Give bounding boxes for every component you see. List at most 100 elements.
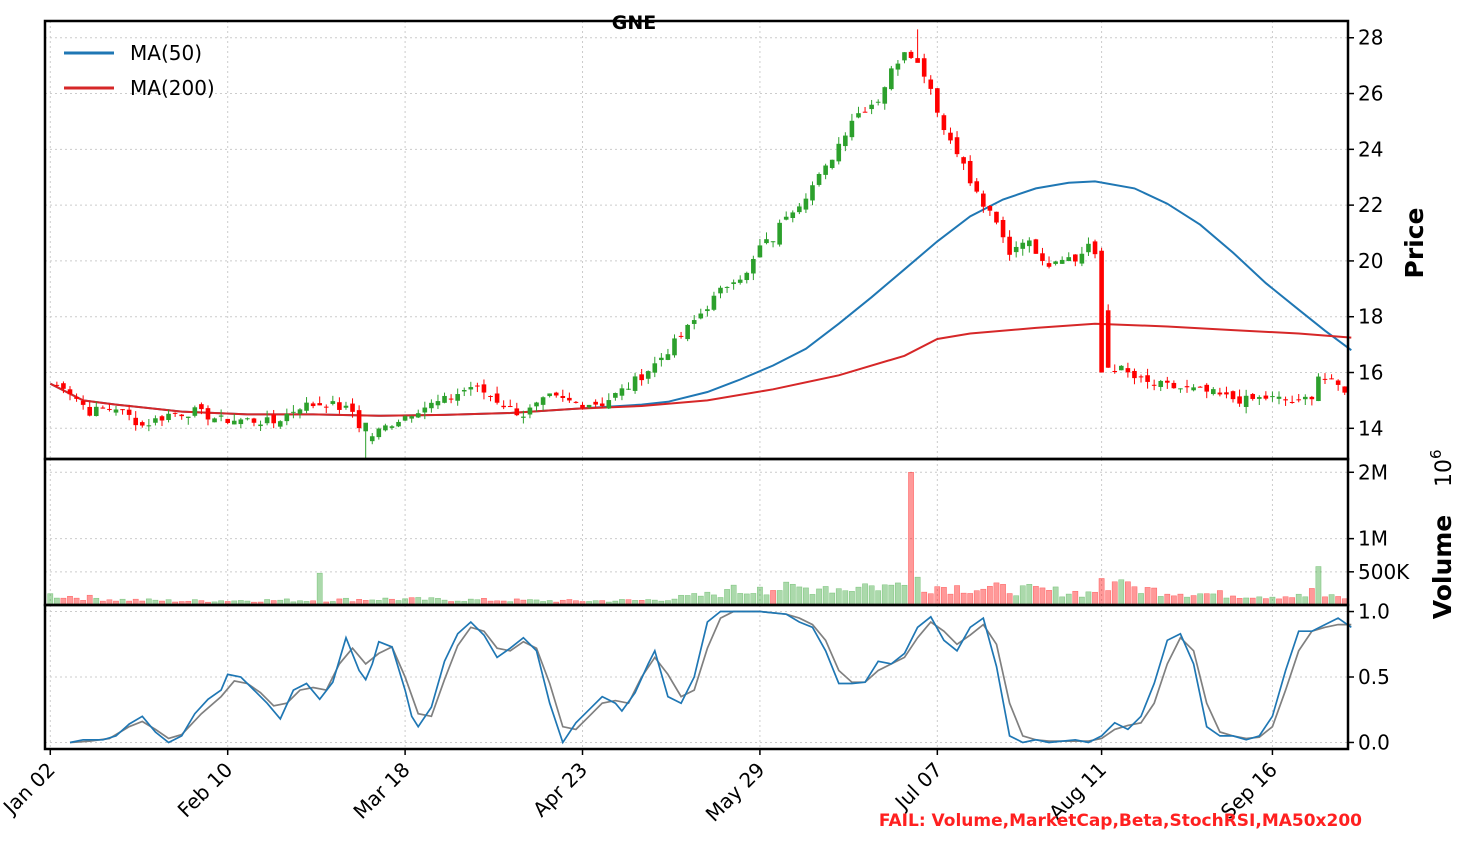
- candle-body: [297, 409, 303, 414]
- volume-bar: [1131, 586, 1138, 606]
- candle-body: [133, 417, 139, 426]
- candle-body: [369, 436, 375, 442]
- footer-note: FAIL: Volume,MarketCap,Beta,StochRSI,MA5…: [879, 811, 1362, 831]
- stoch-d-line: [69, 610, 1352, 744]
- stoch-tick-label: 1.0: [1358, 600, 1390, 624]
- candle-body: [810, 185, 815, 201]
- candle-body: [770, 241, 776, 243]
- candle-body: [1138, 376, 1144, 378]
- candle-body: [1125, 368, 1131, 373]
- volume-bar: [967, 593, 974, 606]
- volume-bar: [1315, 566, 1322, 606]
- volume-bar: [697, 595, 704, 606]
- candle-body: [1309, 396, 1315, 400]
- volume-bar: [914, 576, 921, 606]
- volume-bar: [730, 584, 737, 606]
- volume-bar: [954, 585, 960, 606]
- candle-body: [1263, 395, 1269, 399]
- candle-body: [777, 222, 782, 245]
- volume-bar: [743, 593, 750, 606]
- candle-body: [80, 400, 86, 405]
- candle-body: [501, 405, 506, 408]
- candle-body: [1033, 239, 1039, 254]
- volume-bar: [862, 583, 868, 606]
- x-tick-label: Apr 23: [528, 758, 592, 822]
- candle-body: [856, 113, 861, 118]
- candle-body: [212, 418, 217, 423]
- volume-tick-label: 1M: [1358, 527, 1388, 551]
- candle-body: [1191, 387, 1196, 391]
- candle-body: [389, 426, 395, 428]
- candle-body: [889, 68, 894, 90]
- volume-scale-label: 106: [1427, 449, 1457, 487]
- candle-body: [238, 419, 244, 425]
- candle-body: [967, 160, 973, 184]
- candle-body: [783, 216, 789, 220]
- volume-bars: [47, 472, 1348, 606]
- candle-body: [540, 397, 546, 405]
- price-tick-label: 14: [1358, 416, 1383, 440]
- candle-body: [488, 395, 493, 397]
- volume-tick-label: 500K: [1358, 560, 1410, 584]
- candle-body: [875, 101, 881, 103]
- candle-body: [1020, 242, 1026, 249]
- candle-body: [107, 408, 112, 410]
- volume-bar: [711, 594, 717, 606]
- candle-body: [153, 418, 158, 423]
- candle-body: [797, 206, 802, 213]
- candle-body: [146, 425, 152, 427]
- volume-bar: [1013, 595, 1020, 606]
- volume-bar: [835, 588, 842, 606]
- candle-body: [113, 409, 119, 413]
- candle-body: [514, 408, 520, 416]
- volume-bar: [1170, 595, 1177, 606]
- candle-body: [1171, 382, 1177, 389]
- candle-body: [1224, 392, 1229, 395]
- svg-text:106: 106: [1427, 449, 1457, 487]
- candle-body: [1197, 386, 1203, 388]
- price-tick-label: 26: [1358, 82, 1383, 106]
- candle-body: [718, 287, 723, 294]
- candle-body: [586, 404, 592, 408]
- candle-body: [711, 295, 717, 310]
- candle-body: [448, 398, 454, 400]
- candle-body: [264, 417, 270, 424]
- candle-body: [356, 410, 362, 429]
- candle-body: [100, 407, 106, 409]
- candle-body: [1053, 261, 1058, 264]
- volume-bar: [704, 591, 711, 606]
- volume-bar: [750, 593, 757, 606]
- candle-body: [593, 401, 598, 405]
- candle-body: [1237, 396, 1242, 404]
- candle-body: [1184, 386, 1190, 388]
- candle-body: [429, 402, 434, 409]
- volume-bar: [993, 582, 1000, 606]
- candle-body: [1132, 370, 1137, 379]
- volume-bar: [895, 582, 901, 606]
- candle-body: [185, 416, 191, 418]
- volume-bar: [1308, 588, 1315, 606]
- candle-body: [1302, 396, 1308, 400]
- candle-body: [475, 385, 480, 387]
- volume-bar: [1216, 590, 1223, 606]
- candle-body: [691, 320, 697, 324]
- candle-body: [790, 212, 796, 219]
- volume-bar: [1098, 578, 1105, 606]
- candle-body: [383, 425, 388, 431]
- candle-body: [678, 335, 684, 337]
- candle-body: [981, 193, 986, 207]
- volume-bar: [1052, 586, 1059, 606]
- volume-bar: [973, 590, 980, 606]
- volume-bar: [1046, 590, 1052, 606]
- candle-body: [415, 413, 421, 418]
- x-tick-label: Jul 07: [889, 758, 947, 816]
- candle-body: [1000, 219, 1006, 238]
- candle-body: [468, 387, 474, 390]
- ma200-line: [49, 322, 1352, 417]
- candle-body: [284, 413, 290, 422]
- candle-body: [751, 258, 756, 274]
- candle-body: [231, 420, 237, 425]
- volume-bar: [1000, 584, 1006, 606]
- volume-bar: [1039, 587, 1046, 606]
- moving-average-lines: [49, 180, 1352, 417]
